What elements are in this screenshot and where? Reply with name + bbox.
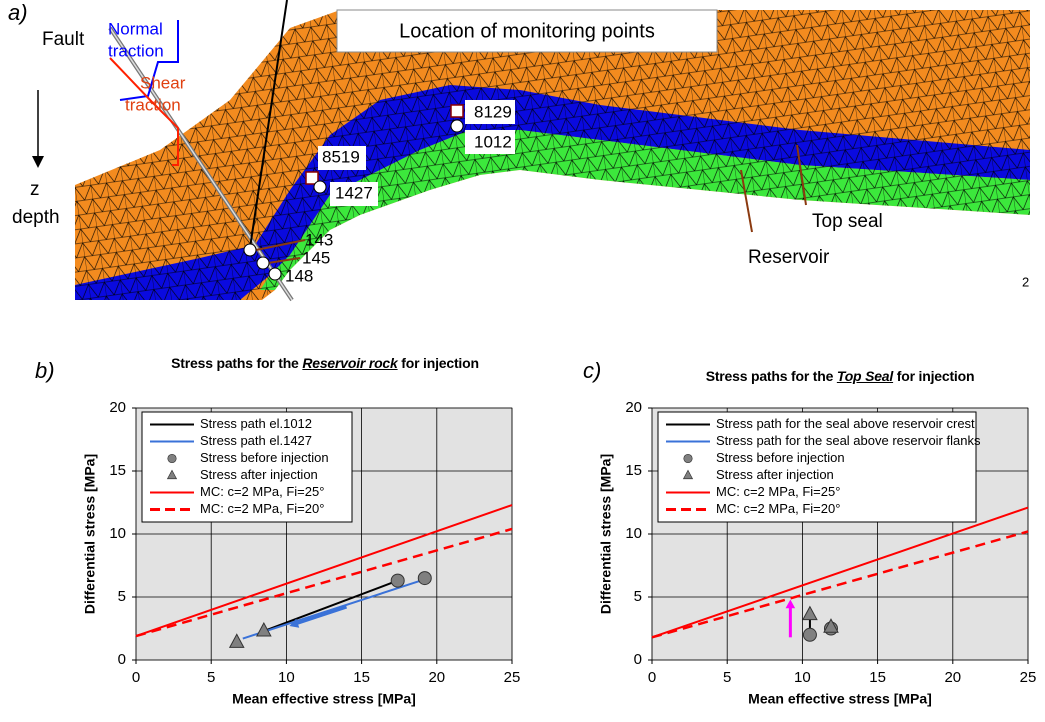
point-label: 1012 — [474, 132, 512, 151]
axis-label: depth — [12, 207, 60, 228]
monitor-square — [451, 105, 463, 117]
legend-label: MC: c=2 MPa, Fi=20° — [200, 501, 324, 516]
legend-label: Stress after injection — [716, 467, 834, 482]
panel-label: a) — [8, 0, 28, 25]
x-tick-label: 10 — [278, 669, 295, 686]
y-tick-label: 20 — [109, 399, 126, 416]
legend-label: Stress after injection — [200, 467, 318, 482]
y-tick-label: 5 — [634, 588, 642, 605]
title-part: for injection — [398, 355, 479, 371]
circle-marker — [418, 572, 431, 585]
y-tick-label: 10 — [109, 525, 126, 542]
legend-label: Stress path for the seal above reservoir… — [716, 433, 981, 448]
circle-marker — [803, 628, 816, 641]
point-label: 1427 — [335, 183, 373, 202]
y-tick-label: 15 — [625, 462, 642, 479]
x-tick-label: 25 — [504, 669, 521, 686]
legend-label: MC: c=2 MPa, Fi=20° — [716, 501, 840, 516]
y-tick-label: 20 — [625, 399, 642, 416]
legend-label: Stress before injection — [716, 450, 845, 465]
x-tick-label: 5 — [723, 669, 731, 686]
title-part: for injection — [893, 368, 974, 384]
panel-label: c) — [583, 358, 601, 383]
x-axis-label: Mean effective stress [MPa] — [748, 691, 932, 707]
x-tick-label: 15 — [869, 669, 886, 686]
legend-label: Stress path for the seal above reservoir… — [716, 416, 975, 431]
y-tick-label: 10 — [625, 525, 642, 542]
page-number: 2 — [1022, 274, 1029, 289]
point-label: 148 — [285, 266, 313, 285]
point-label: 8129 — [474, 102, 512, 121]
legend-swatch — [168, 454, 176, 462]
legend-label: Stress path el.1427 — [200, 433, 312, 448]
traction-label: Normal — [108, 19, 163, 38]
x-tick-label: 0 — [132, 669, 140, 686]
diagram-title: Location of monitoring points — [399, 20, 655, 42]
legend-label: MC: c=2 MPa, Fi=25° — [716, 484, 840, 499]
x-tick-label: 15 — [353, 669, 370, 686]
monitor-point — [314, 181, 326, 193]
x-tick-label: 20 — [944, 669, 961, 686]
panel-label: b) — [35, 358, 55, 383]
title-part: Top Seal — [837, 368, 893, 384]
legend-label: Stress before injection — [200, 450, 329, 465]
y-tick-label: 5 — [118, 588, 126, 605]
mesh-diagram: a) Fault Normal traction Shear traction … — [8, 0, 1030, 300]
point-label: 8519 — [322, 147, 360, 166]
monitor-point — [451, 120, 463, 132]
x-tick-label: 20 — [428, 669, 445, 686]
traction-label: traction — [125, 95, 181, 114]
monitor-point — [244, 244, 256, 256]
x-tick-label: 25 — [1020, 669, 1037, 686]
fault-label: Fault — [42, 29, 85, 50]
title-part: Reservoir rock — [302, 355, 397, 371]
legend-label: MC: c=2 MPa, Fi=25° — [200, 484, 324, 499]
monitor-point — [269, 268, 281, 280]
page: {"panel_a": {"label": "a)", "fault": "Fa… — [0, 0, 1045, 722]
x-axis-label: Mean effective stress [MPa] — [232, 691, 416, 707]
layer-label: Reservoir — [748, 247, 830, 268]
x-tick-label: 5 — [207, 669, 215, 686]
traction-label: traction — [108, 41, 164, 60]
x-tick-label: 0 — [648, 669, 656, 686]
title-part: Stress paths for the — [706, 368, 837, 384]
y-axis-label: Differential stress [MPa] — [598, 454, 614, 614]
y-tick-label: 15 — [109, 462, 126, 479]
legend-swatch — [684, 454, 692, 462]
chart-title: Stress paths for the Reservoir rock for … — [150, 355, 500, 371]
x-tick-label: 10 — [794, 669, 811, 686]
chart-title: Stress paths for the Top Seal for inject… — [645, 368, 1035, 384]
layer-label: Top seal — [812, 211, 883, 232]
y-tick-label: 0 — [118, 651, 126, 668]
monitor-point — [257, 257, 269, 269]
y-axis-label: Differential stress [MPa] — [82, 454, 98, 614]
y-tick-label: 0 — [634, 651, 642, 668]
axis-label: z — [30, 179, 40, 200]
circle-marker — [391, 574, 404, 587]
traction-label: Shear — [140, 73, 186, 92]
title-part: Stress paths for the — [171, 355, 302, 371]
point-label: 145 — [302, 248, 330, 267]
legend-label: Stress path el.1012 — [200, 416, 312, 431]
point-label: 143 — [305, 230, 333, 249]
